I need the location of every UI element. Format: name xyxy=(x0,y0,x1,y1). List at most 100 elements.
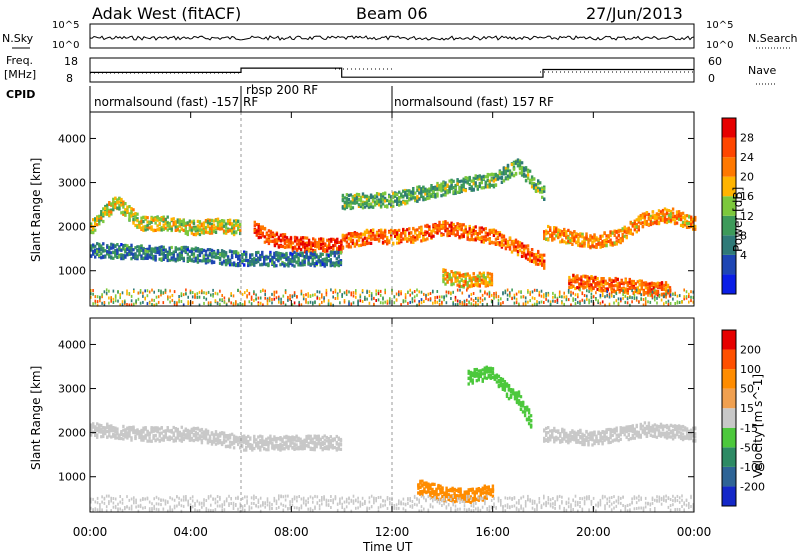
power-data-cell xyxy=(466,177,469,181)
power-data-cell xyxy=(460,278,463,282)
power-data-cell xyxy=(386,204,389,209)
power-data-cell xyxy=(310,245,313,249)
power-data-cell xyxy=(484,185,487,189)
vel-data-cell xyxy=(222,435,226,439)
power-data-clutter xyxy=(296,295,298,299)
power-data-clutter xyxy=(475,301,477,305)
power-data-cell xyxy=(275,238,279,242)
power-data-cell xyxy=(230,253,234,257)
power-data-cell xyxy=(652,286,656,290)
power-data-cell xyxy=(636,290,639,295)
power-data-cell xyxy=(474,183,477,187)
power-data-cell xyxy=(283,233,287,237)
vel-data-cell xyxy=(206,429,210,433)
power-data-cell xyxy=(446,191,449,195)
power-data-cell xyxy=(653,215,657,219)
power-data-cell xyxy=(383,196,387,200)
power-data-cell xyxy=(520,242,524,246)
power-data-cell xyxy=(396,193,399,197)
power-data-clutter xyxy=(178,298,180,302)
power-data-cell xyxy=(265,237,269,241)
power-data-clutter xyxy=(187,295,189,299)
power-data-cell xyxy=(452,231,455,235)
power-data-clutter xyxy=(144,289,146,293)
power-data-clutter xyxy=(647,289,649,293)
power-data-cell xyxy=(148,255,151,259)
power-cbar-swatch xyxy=(722,196,736,216)
power-data-cell xyxy=(140,256,143,260)
power-data-cell xyxy=(166,223,169,227)
power-data-clutter xyxy=(547,293,550,297)
power-data-cell xyxy=(392,200,395,204)
power-data-cell xyxy=(553,229,556,233)
power-data-clutter xyxy=(470,302,473,306)
power-data-cell xyxy=(621,235,624,239)
vel-data-cell xyxy=(192,439,196,443)
power-data-cell xyxy=(322,237,325,241)
power-data-cell xyxy=(464,282,467,286)
power-data-cell xyxy=(328,243,331,247)
power-data-cell xyxy=(551,234,554,238)
power-data-cell xyxy=(603,231,606,235)
power-data-clutter xyxy=(579,301,581,305)
power-data-cell xyxy=(220,227,224,231)
power-data-cell xyxy=(444,181,447,185)
vel-data-cell xyxy=(94,428,97,432)
power-data-cell xyxy=(484,234,487,239)
power-cbar-frame xyxy=(721,117,737,295)
vel-data-cell xyxy=(235,436,238,440)
vel-data-cell xyxy=(108,434,111,438)
power-data-cell xyxy=(218,227,222,231)
vel-data-cell xyxy=(168,438,171,442)
power-data-cell xyxy=(369,241,373,245)
power-data-cell xyxy=(283,245,287,249)
power-data-cell xyxy=(406,239,409,243)
power-data-cell xyxy=(180,222,183,226)
power-data-cell xyxy=(144,228,147,232)
power-data-clutter xyxy=(316,290,319,294)
power-data-cell xyxy=(539,181,542,185)
power-data-cell xyxy=(545,229,548,233)
power-data-cell xyxy=(486,271,489,275)
power-data-cell xyxy=(639,214,642,218)
power-data-clutter xyxy=(481,293,484,297)
vel-data-cell xyxy=(176,430,179,434)
power-ylabel: Slant Range [km] xyxy=(29,158,43,262)
power-data-clutter xyxy=(495,295,497,299)
power-data-clutter xyxy=(644,302,647,306)
power-data-clutter xyxy=(216,292,219,296)
power-data-cell xyxy=(132,255,135,259)
power-data-cell xyxy=(132,221,135,225)
vel-data-cell xyxy=(120,436,123,441)
power-data-cell xyxy=(418,191,421,195)
power-data-cell xyxy=(196,254,200,258)
power-data-cell xyxy=(98,219,101,223)
power-data-cell xyxy=(549,226,552,230)
vel-data-cell xyxy=(208,438,212,442)
power-data-clutter xyxy=(624,288,627,292)
power-data-clutter xyxy=(99,295,101,299)
power-data-cell xyxy=(582,286,585,290)
power-data-cell xyxy=(644,281,648,285)
power-data-clutter xyxy=(244,291,246,295)
power-data-clutter xyxy=(599,295,602,299)
vel-data-cell xyxy=(146,433,149,437)
power-data-cell xyxy=(124,213,127,217)
power-data-clutter xyxy=(307,292,309,296)
power-data-clutter xyxy=(511,297,513,301)
power-data-cell xyxy=(108,253,111,258)
power-data-cell xyxy=(522,254,526,258)
power-data-cell xyxy=(555,230,558,234)
power-data-cell xyxy=(610,281,613,285)
power-data-cell xyxy=(634,287,637,291)
power-data-cell xyxy=(472,229,475,233)
vel-data-cell xyxy=(186,428,189,432)
power-data-clutter xyxy=(352,294,355,298)
power-data-cell xyxy=(381,231,385,235)
power-data-cell xyxy=(154,246,157,250)
power-data-cell xyxy=(108,248,111,252)
power-data-cell xyxy=(524,244,528,248)
power-data-cell xyxy=(172,222,175,226)
power-data-cell xyxy=(518,161,522,165)
power-data-cell xyxy=(192,221,196,226)
